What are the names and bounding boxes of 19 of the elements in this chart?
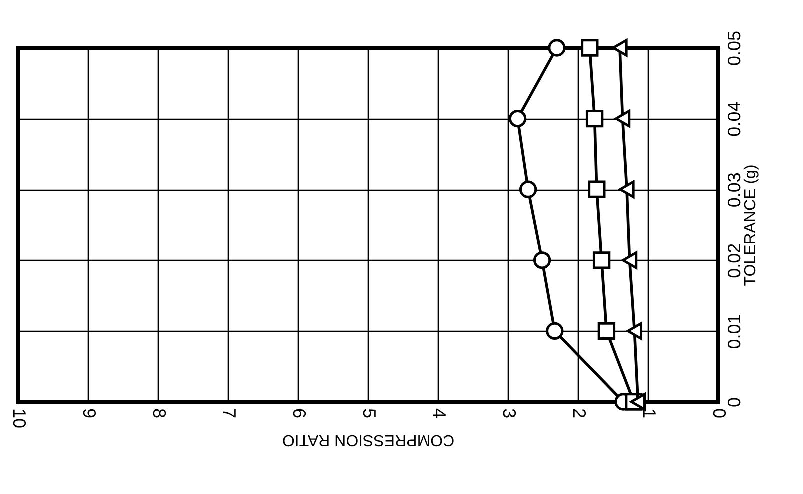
- x-tick-label: 2: [570, 408, 590, 419]
- y-tick-label: 0.02: [724, 243, 744, 278]
- x-tick-label: 7: [220, 408, 240, 419]
- y-axis-title: TOLERANCE (g): [742, 164, 760, 286]
- x-tick-label: 9: [80, 408, 100, 419]
- x-tick-label: 4: [430, 408, 450, 419]
- x-tick-label: 0: [710, 408, 730, 419]
- x-tick-label: 3: [500, 408, 520, 419]
- x-tick-label: 8: [150, 408, 170, 419]
- x-axis-title: COMPRESSION RATIO: [282, 432, 455, 449]
- y-tick-label: 0.03: [724, 172, 744, 208]
- y-tick-label: 0.05: [724, 30, 744, 66]
- y-tick-label: 0: [724, 397, 744, 408]
- x-tick-label: 6: [290, 408, 310, 419]
- y-tick-label: 0.04: [724, 102, 744, 137]
- y-tick-label: 0.01: [724, 314, 744, 350]
- x-tick-label: 10: [10, 408, 30, 429]
- x-tick-label: 5: [360, 408, 380, 419]
- x-tick-label: 1: [640, 408, 660, 419]
